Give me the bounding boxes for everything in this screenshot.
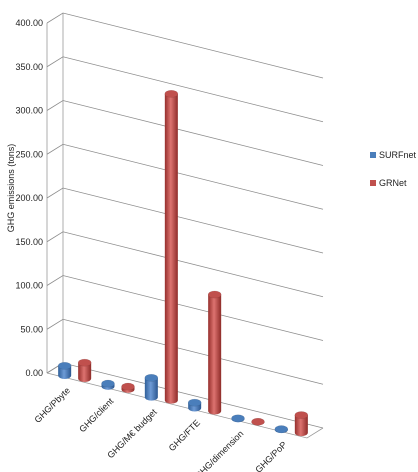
bar-surfnet-1 [57, 361, 72, 380]
bar-surfnet-3 [144, 373, 159, 401]
x-tick-label: GHG/client [77, 396, 116, 435]
legend-label-surfnet: SURFnet [379, 150, 417, 160]
y-tick-label: 300.00 [15, 106, 43, 116]
bars [57, 89, 309, 437]
gridlines [46, 12, 324, 429]
gridline [46, 143, 324, 210]
gridline [46, 231, 324, 298]
floor-edge [46, 372, 324, 439]
legend-label-grnet: GRNet [379, 178, 407, 188]
x-tick-label: GHG/dimension [193, 429, 245, 472]
gridline [46, 318, 324, 385]
y-tick-label: 0.00 [25, 368, 43, 378]
gridline [46, 187, 324, 254]
x-tick-label: GHG/PoP [253, 439, 288, 472]
legend-swatch-grnet [370, 180, 376, 186]
legend-swatch-surfnet [370, 152, 376, 158]
bar-grnet-1 [77, 358, 92, 383]
y-axis-tick-labels: 0.00 50.00 100.00 150.00 200.00 250.00 300.00 3… [15, 18, 43, 378]
gridline [46, 100, 324, 166]
y-axis-title: GHG emissions (tons) [6, 144, 16, 233]
bar-grnet-2 [121, 382, 135, 393]
y-tick-label: 150.00 [15, 237, 43, 247]
bar-surfnet-5 [231, 414, 245, 423]
bar-grnet-5 [251, 417, 265, 426]
bar-grnet-3 [164, 89, 179, 404]
gridline [46, 12, 324, 79]
x-tick-label: GHG/Pbyte [32, 385, 72, 425]
gridline [46, 275, 324, 341]
y-tick-label: 200.00 [15, 193, 43, 203]
x-tick-label: GHG/M€ budget [105, 407, 159, 461]
bar-grnet-4 [207, 290, 222, 415]
y-tick-label: 400.00 [15, 18, 43, 28]
y-tick-label: 350.00 [15, 62, 43, 72]
y-tick-label: 100.00 [15, 281, 43, 291]
gridline [46, 56, 324, 123]
bar-surfnet-6 [274, 425, 289, 434]
y-tick-label: 250.00 [15, 149, 43, 159]
bar-surfnet-2 [101, 379, 115, 390]
x-tick-label: GHG/FTE [167, 418, 202, 453]
legend: SURFnet GRNet [370, 150, 417, 188]
y-tick-label: 50.00 [20, 324, 43, 334]
bar-grnet-6 [294, 411, 309, 437]
bar-surfnet-4 [187, 398, 202, 412]
